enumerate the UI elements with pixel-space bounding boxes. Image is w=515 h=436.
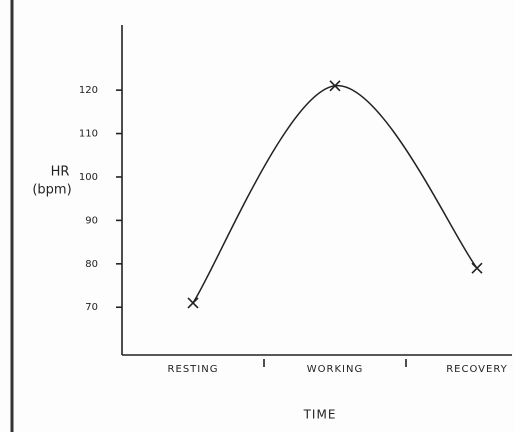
chart: HR (bpm) TIME 70 80 90 100 110 120 RESTING WORK… xyxy=(0,0,515,432)
x-axis-label: TIME xyxy=(303,408,337,422)
y-axis-label: (bpm) xyxy=(32,183,71,198)
y-tick-label: 120 xyxy=(79,85,98,96)
y-tick-label: 90 xyxy=(85,215,98,226)
x-tick-label: RESTING xyxy=(168,364,219,375)
paper xyxy=(0,0,515,432)
page: {"chart_data": {"type": "line", "y_label… xyxy=(0,0,515,432)
x-tick-label: WORKING xyxy=(307,364,363,375)
y-tick-label: 70 xyxy=(85,302,98,313)
x-tick-label: RECOVERY xyxy=(446,364,508,375)
y-tick-label: 110 xyxy=(79,129,98,140)
y-axis-label: HR xyxy=(51,165,70,180)
y-tick-label: 100 xyxy=(79,172,98,183)
y-tick-label: 80 xyxy=(85,259,98,270)
